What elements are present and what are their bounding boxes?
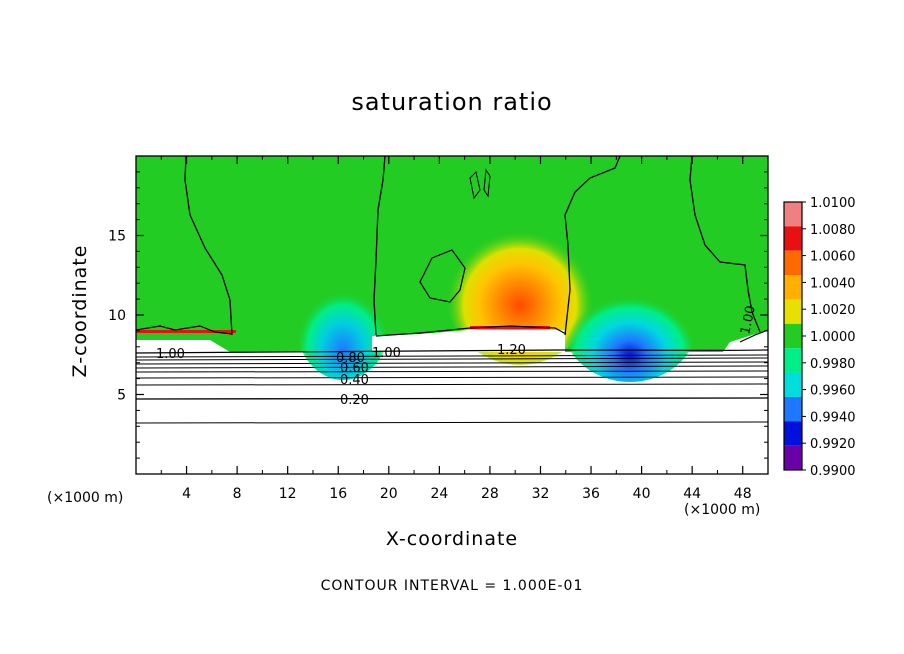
- contour-patch-small-2: [483, 168, 491, 198]
- colorbar-swatch-4: [784, 299, 802, 324]
- colorbar-label-0: 1.0100: [810, 196, 856, 211]
- colorbar-label-3: 1.0040: [810, 276, 856, 291]
- colorbar-label-2: 1.0060: [810, 250, 856, 265]
- contour-line-0-70: [136, 361, 768, 365]
- contour-patch: [419, 249, 466, 303]
- colorbar-swatch-7: [784, 372, 802, 397]
- colorbar-swatch-10: [784, 445, 802, 470]
- x-axis-label: X-coordinate: [385, 528, 519, 550]
- x-tick-label-9: 40: [633, 486, 651, 502]
- contour-line-mid-west: [373, 156, 386, 336]
- cloud-top-contour-east: [739, 329, 768, 343]
- contour-label-1-00-east: 1.00: [738, 304, 759, 335]
- moist-edge-center: [470, 326, 550, 329]
- colorbar-swatch-3: [784, 275, 802, 300]
- contour-line-east: [689, 156, 761, 333]
- contour-line-west: [184, 156, 233, 336]
- x-axis-ticks: 4 8 12 16 20 24 28 32 36 40 44 48: [160, 156, 752, 502]
- contour-label-0-40: 0.40: [340, 373, 369, 388]
- moist-edge-left: [136, 330, 236, 333]
- x-unit-label-right: (×1000 m): [684, 502, 761, 518]
- contour-line-0-20: [136, 397, 768, 400]
- colorbar-label-1: 1.0080: [810, 223, 856, 238]
- contour-line-0-50: [136, 370, 768, 373]
- colorbar-swatch-2: [784, 250, 802, 276]
- colorbar: 1.0100 1.0080 1.0060 1.0040 1.0020 1.0000 0.99…: [783, 196, 856, 479]
- x-tick-label-0: 4: [182, 486, 191, 502]
- x-unit-label-left: (×1000 m): [47, 490, 124, 506]
- contour-line-0-80: [136, 357, 768, 361]
- x-tick-label-7: 32: [532, 486, 550, 502]
- x-tick-label-11: 48: [734, 486, 752, 502]
- contour-line-mid-east: [564, 156, 621, 336]
- y-tick-label-2: 15: [108, 229, 126, 245]
- colorbar-swatch-8: [784, 396, 802, 422]
- cloud-base-center: [372, 330, 565, 352]
- x-tick-label-3: 16: [329, 486, 347, 502]
- x-tick-label-2: 12: [279, 486, 297, 502]
- subsaturated-layer: [136, 352, 768, 474]
- colorbar-label-7: 0.9960: [810, 384, 856, 399]
- cloud-base-east: [720, 330, 768, 356]
- contour-label-0-20: 0.20: [340, 393, 369, 408]
- colorbar-label-9: 0.9920: [810, 437, 856, 452]
- colorbar-label-6: 0.9980: [810, 357, 856, 372]
- contour-label-0-80: 0.80: [336, 351, 365, 366]
- colorbar-label-8: 0.9940: [810, 410, 856, 425]
- contour-label-group: 0.20 0.40 0.60 0.80 1.00 1.00 1.20 1.00: [156, 304, 759, 408]
- contour-line-0-60: [136, 365, 768, 369]
- chart-title: saturation ratio: [351, 88, 553, 116]
- colorbar-label-10: 0.9900: [810, 464, 856, 479]
- contour-label-1-00-west: 1.00: [156, 347, 185, 362]
- cloud-top-contour-west: [136, 325, 233, 335]
- contour-patch-small: [469, 171, 481, 200]
- x-tick-label-5: 24: [430, 486, 448, 502]
- cloud-top-contour-center: [375, 325, 567, 337]
- y-tick-label-0: 5: [117, 388, 126, 404]
- contour-label-0-60: 0.60: [340, 361, 369, 376]
- contour-line-0-10: [136, 421, 768, 424]
- contour-line-0-90: [136, 354, 768, 358]
- contour-label-1-20: 1.20: [497, 343, 526, 358]
- y-axis-ticks: 5 10 15: [108, 171, 768, 459]
- x-tick-label-6: 28: [481, 486, 499, 502]
- colorbar-label-5: 1.0000: [810, 330, 856, 345]
- contour-line-0-40: [136, 376, 768, 379]
- y-tick-label-1: 10: [108, 308, 126, 324]
- colorbar-swatch-1: [784, 226, 802, 251]
- contour-label-1-00-mid: 1.00: [372, 346, 401, 361]
- colorbar-swatch-5: [784, 323, 802, 349]
- x-tick-label-4: 20: [380, 486, 398, 502]
- colorbar-label-4: 1.0020: [810, 303, 856, 318]
- dry-region-east: [562, 262, 698, 382]
- x-tick-label-8: 36: [582, 486, 600, 502]
- x-tick-label-1: 8: [233, 486, 242, 502]
- colorbar-swatch-9: [784, 421, 802, 446]
- contour-line-0-30: [136, 383, 768, 386]
- contour-interval-note: CONTOUR INTERVAL = 1.000E-01: [320, 578, 584, 594]
- colorbar-swatch-6: [784, 348, 802, 373]
- plot-field: [136, 156, 768, 474]
- colorbar-swatch-0: [784, 202, 802, 227]
- x-tick-label-10: 44: [683, 486, 701, 502]
- dry-region-west: [295, 260, 391, 380]
